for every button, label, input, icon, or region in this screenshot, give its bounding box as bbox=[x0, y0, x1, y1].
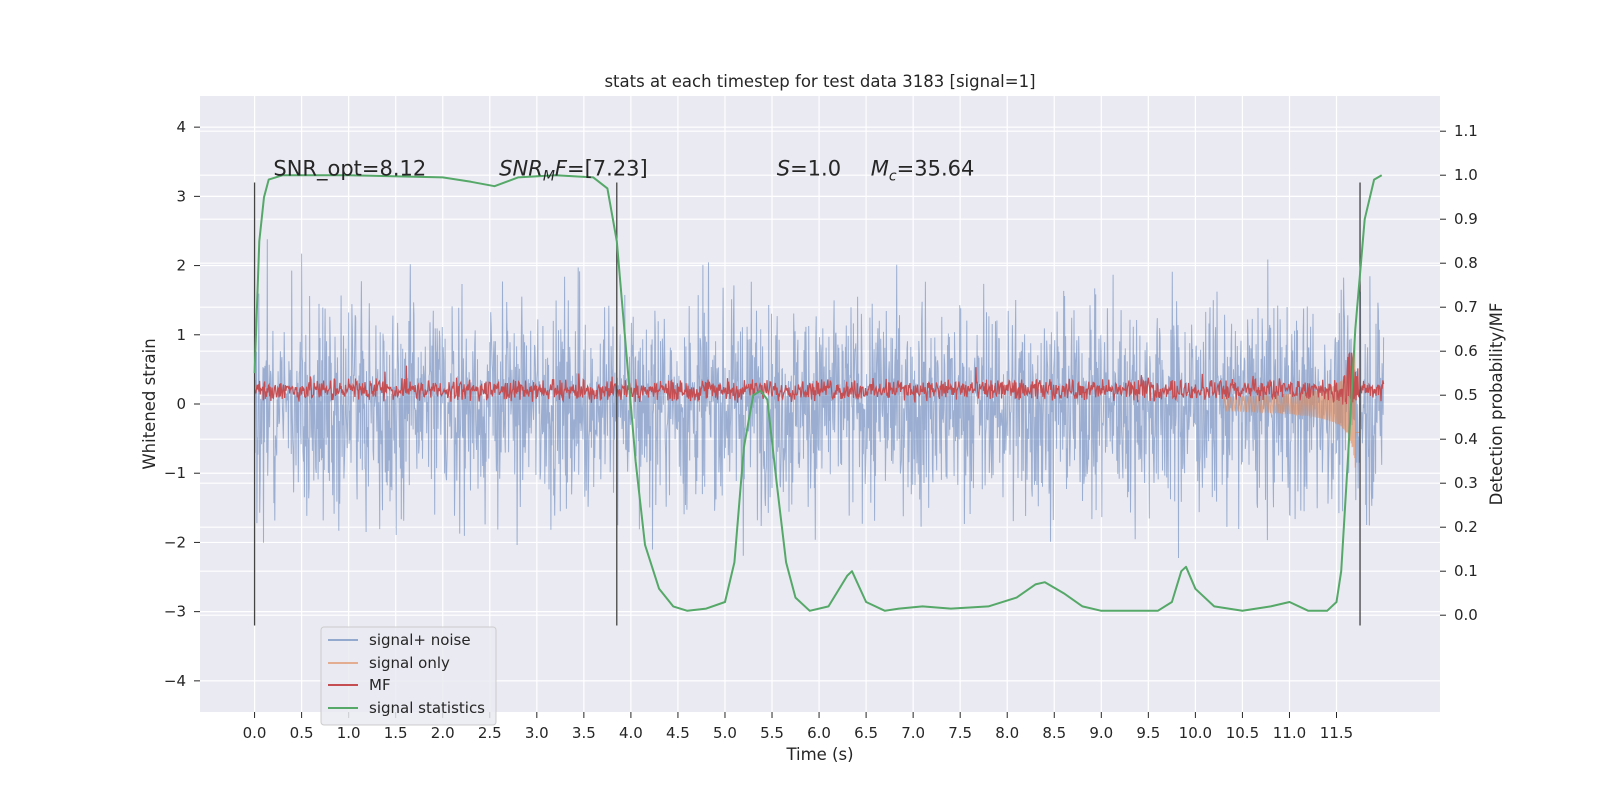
x-tick-label: 7.5 bbox=[948, 724, 972, 742]
x-tick-label: 8.5 bbox=[1042, 724, 1066, 742]
x-tick-label: 0.5 bbox=[290, 724, 314, 742]
y-left-tick-label: −1 bbox=[164, 464, 186, 482]
x-tick-label: 4.0 bbox=[619, 724, 643, 742]
axis-ticks: 0.0 0.5 1.0 1.5 2.0 2.5 3.0 3.5 4.0 4.5 5.0 5.5 6.0 6… bbox=[164, 118, 1478, 742]
y-right-tick-label: 0.7 bbox=[1454, 298, 1478, 316]
vertical-markers bbox=[253, 182, 1361, 626]
signal-noise-line bbox=[254, 239, 1385, 559]
y-left-tick-label: −3 bbox=[164, 603, 186, 621]
y-axis-left-label: Whitened strain bbox=[140, 338, 159, 469]
signal-only-line bbox=[1223, 341, 1360, 468]
legend-label-signal-statistics: signal statistics bbox=[369, 699, 485, 717]
y-right-tick-label: 0.2 bbox=[1454, 518, 1478, 536]
y-right-tick-label: 0.6 bbox=[1454, 342, 1478, 360]
y-right-tick-label: 1.1 bbox=[1454, 122, 1478, 140]
y-right-tick-label: 0.1 bbox=[1454, 562, 1478, 580]
x-tick-label: 7.0 bbox=[901, 724, 925, 742]
y-right-tick-label: 0.5 bbox=[1454, 386, 1478, 404]
x-tick-label: 0.0 bbox=[243, 724, 267, 742]
legend-box bbox=[320, 626, 497, 726]
x-tick-label: 3.0 bbox=[525, 724, 549, 742]
x-tick-label: 6.5 bbox=[854, 724, 878, 742]
y-right-tick-label: 0.8 bbox=[1454, 254, 1478, 272]
x-tick-label: 5.5 bbox=[760, 724, 784, 742]
annotation-text: S=1.0 bbox=[777, 156, 841, 180]
y-axis-right-label: Detection probability/MF bbox=[1487, 303, 1506, 506]
x-tick-label: 9.5 bbox=[1136, 724, 1160, 742]
x-tick-label: 10.5 bbox=[1226, 724, 1259, 742]
y-right-tick-label: 0.3 bbox=[1454, 474, 1478, 492]
x-tick-label: 4.5 bbox=[666, 724, 690, 742]
signal-only-series bbox=[1223, 341, 1360, 468]
annotation-text: SNR_opt=8.12 bbox=[273, 156, 426, 181]
y-left-tick-label: 3 bbox=[176, 187, 186, 205]
x-tick-label: 11.0 bbox=[1273, 724, 1306, 742]
x-tick-label: 10.0 bbox=[1179, 724, 1212, 742]
x-tick-label: 5.0 bbox=[713, 724, 737, 742]
legend-label-signal-only: signal only bbox=[369, 654, 450, 672]
signal-noise-series bbox=[254, 239, 1385, 559]
x-tick-label: 3.5 bbox=[572, 724, 596, 742]
annotation-text: SNRMF=[7.23] bbox=[499, 156, 648, 184]
y-left-tick-label: −4 bbox=[164, 672, 186, 690]
x-tick-label: 2.5 bbox=[478, 724, 502, 742]
y-left-tick-label: 0 bbox=[176, 395, 186, 413]
y-left-tick-label: 4 bbox=[176, 118, 186, 136]
x-tick-label: 1.5 bbox=[384, 724, 408, 742]
y-left-tick-label: 2 bbox=[176, 257, 186, 275]
mf-series bbox=[254, 352, 1385, 405]
x-tick-label: 6.0 bbox=[807, 724, 831, 742]
annotation-text: Mc=35.64 bbox=[871, 156, 975, 184]
y-right-tick-label: 0.9 bbox=[1454, 210, 1478, 228]
x-tick-label: 9.0 bbox=[1089, 724, 1113, 742]
y-right-tick-label: 1.0 bbox=[1454, 166, 1478, 184]
x-axis-label: Time (s) bbox=[785, 745, 853, 764]
legend-label-mf: MF bbox=[369, 676, 391, 694]
chart-title: stats at each timestep for test data 318… bbox=[604, 72, 1035, 91]
y-left-tick-label: −2 bbox=[164, 533, 186, 551]
signal-statistics-line bbox=[253, 174, 1383, 612]
y-right-tick-label: 0.0 bbox=[1454, 606, 1478, 624]
x-tick-label: 2.0 bbox=[431, 724, 455, 742]
mf-line bbox=[254, 352, 1385, 405]
annotations: SNR_opt=8.12 SNRMF=[7.23] S=1.0 Mc=35.64 bbox=[273, 156, 974, 184]
legend: signal+ noise signal only MF signal stat… bbox=[320, 626, 497, 726]
x-tick-label: 8.0 bbox=[995, 724, 1019, 742]
signal-statistics-series bbox=[253, 174, 1383, 612]
legend-label-signal-noise: signal+ noise bbox=[369, 631, 471, 649]
x-tick-label: 11.5 bbox=[1320, 724, 1353, 742]
y-left-tick-label: 1 bbox=[176, 326, 186, 344]
y-right-tick-label: 0.4 bbox=[1454, 430, 1478, 448]
x-tick-label: 1.0 bbox=[337, 724, 361, 742]
